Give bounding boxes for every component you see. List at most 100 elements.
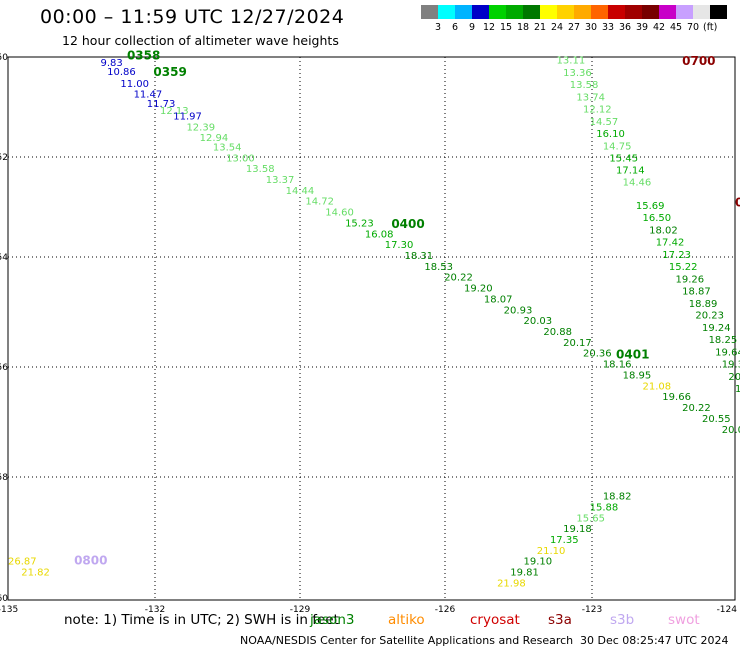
y-tick-label: -60	[0, 594, 8, 604]
wave-height-label: 11.47	[134, 90, 163, 101]
legend-swatch	[625, 5, 642, 19]
wave-height-label: 17.30	[385, 240, 414, 251]
legend-swatch	[608, 5, 625, 19]
wave-height-label: 15.69	[636, 201, 665, 212]
satellite-name: altiko	[388, 612, 425, 628]
wave-height-label: 14.44	[286, 186, 315, 197]
legend-tick-label: 24	[550, 22, 564, 33]
wave-height-label: 19.81	[510, 568, 539, 579]
wave-height-label: 20.22	[682, 403, 711, 414]
y-tick-label: -56	[0, 363, 8, 373]
legend-swatch	[676, 5, 693, 19]
footer-note: note: 1) Time is in UTC; 2) SWH is in fe…	[64, 612, 339, 628]
legend-swatch	[710, 5, 727, 19]
legend-unit: (ft)	[703, 22, 718, 33]
satellite-name: jason3	[310, 612, 355, 628]
legend-swatch	[591, 5, 608, 19]
wave-height-label: 20.36	[583, 349, 612, 360]
legend-tick-label: 9	[468, 22, 476, 33]
wave-height-label: 14.75	[603, 141, 632, 152]
wave-height-label: 18.31	[405, 251, 434, 262]
legend-tick-label: 12	[482, 22, 496, 33]
legend-swatch	[693, 5, 710, 19]
wave-height-label: 16.50	[642, 213, 671, 224]
wave-height-label: 20.55	[702, 414, 731, 425]
wave-height-label: 18.25	[709, 335, 738, 346]
wave-height-label: 18.02	[649, 225, 678, 236]
wave-height-label: 19.64	[715, 348, 740, 359]
wave-height-label: 21.10	[537, 546, 566, 557]
wave-height-label: 13.00	[226, 153, 255, 164]
wave-height-label: 20.23	[695, 311, 724, 322]
satellite-name: swot	[668, 612, 700, 628]
wave-height-label: 11.97	[173, 111, 202, 122]
wave-height-label: 11.00	[120, 79, 149, 90]
legend-tick-label: 42	[652, 22, 666, 33]
legend-tick-label: 15	[499, 22, 513, 33]
wave-height-label: 19.20	[464, 284, 493, 295]
legend-swatch	[557, 5, 574, 19]
wave-height-label: 20.69	[728, 372, 740, 383]
legend-swatch	[659, 5, 676, 19]
wave-height-label: 20.22	[444, 273, 473, 284]
x-tick-label: -135	[0, 605, 18, 615]
wave-height-label: 19.10	[524, 557, 553, 568]
legend-tick-label: 70	[686, 22, 700, 33]
chart-subtitle: 12 hour collection of altimeter wave hei…	[62, 33, 339, 48]
wave-height-label: 21.08	[642, 381, 671, 392]
legend-tick-label: 27	[567, 22, 581, 33]
wave-height-label: 10.86	[107, 67, 136, 78]
wave-height-label: 18.89	[689, 299, 718, 310]
y-tick-label: -54	[0, 253, 8, 263]
legend-swatch	[574, 5, 591, 19]
x-tick-label: -126	[435, 605, 456, 615]
wave-height-label: 13.58	[570, 80, 599, 91]
satellite-name: s3a	[548, 612, 572, 628]
pass-time-label: 0401	[616, 347, 649, 361]
wave-height-label: 9.83	[101, 58, 123, 69]
legend-swatch	[506, 5, 523, 19]
legend-tick-label: 30	[584, 22, 598, 33]
wave-height-label: 19.18	[563, 524, 592, 535]
satellite-name: cryosat	[470, 612, 520, 628]
x-tick-label: -129	[290, 605, 311, 615]
wave-height-label: 12.94	[200, 133, 229, 144]
wave-height-label: 19.01	[735, 384, 740, 395]
wave-height-label: 17.35	[550, 535, 579, 546]
wave-height-label: 19.24	[702, 323, 731, 334]
wave-height-label: 20.17	[563, 338, 592, 349]
legend-swatch	[489, 5, 506, 19]
legend-swatch	[421, 5, 438, 19]
x-tick-label: -124	[717, 605, 738, 615]
wave-height-label: 18.07	[484, 294, 513, 305]
legend-swatch	[540, 5, 557, 19]
wave-height-label: 13.36	[563, 68, 592, 79]
legend-swatch	[438, 5, 455, 19]
x-tick-label: -132	[145, 605, 165, 615]
wave-height-label: 15.45	[609, 153, 638, 164]
legend-swatch	[523, 5, 540, 19]
pass-time-label: 0800	[74, 554, 107, 568]
wave-height-label: 12.39	[186, 122, 215, 133]
timestamp: 30 Dec 08:25:47 UTC 2024	[580, 634, 729, 647]
legend-tick-label: 39	[635, 22, 649, 33]
wave-height-label: 26.87	[8, 557, 37, 568]
wave-height-label: 14.60	[325, 208, 354, 219]
wave-height-label: 11.73	[147, 99, 176, 110]
y-tick-label: -52	[0, 153, 8, 163]
wave-height-label: 20.08	[722, 425, 740, 436]
wave-height-label: 19.66	[662, 392, 691, 403]
wave-height-label: 13.54	[213, 142, 242, 153]
legend-tick-label: 36	[618, 22, 632, 33]
wave-height-label: 17.42	[656, 237, 685, 248]
legend-swatch	[472, 5, 489, 19]
legend-tick-label: 6	[451, 22, 459, 33]
credit-line: NOAA/NESDIS Center for Satellite Applica…	[240, 634, 574, 647]
legend-tick-label: 33	[601, 22, 615, 33]
legend-tick-label: 18	[516, 22, 530, 33]
wave-height-label: 15.65	[576, 513, 605, 524]
wave-height-label: 18.95	[623, 370, 652, 381]
wave-height-label: 20.88	[543, 327, 572, 338]
wave-height-label: 13.11	[557, 56, 586, 67]
